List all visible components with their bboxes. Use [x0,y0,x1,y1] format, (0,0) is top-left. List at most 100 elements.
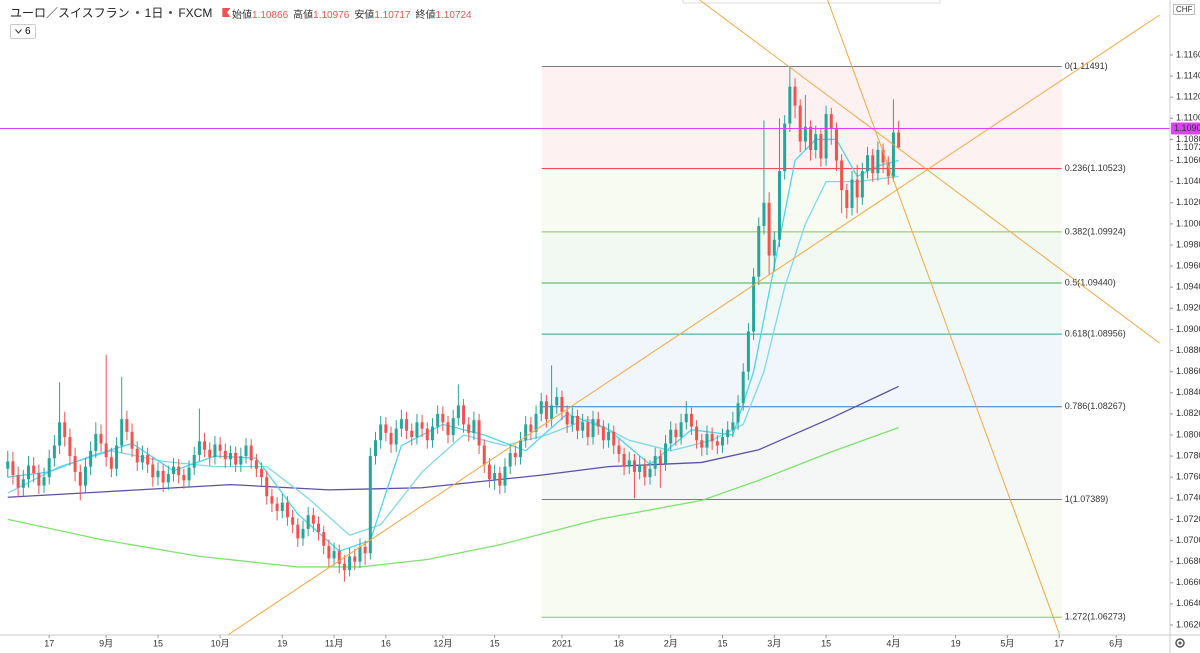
ohlc-item: 終値1.10724 [415,6,471,21]
x-tick-label: 17 [44,638,54,648]
candle-body [575,415,579,431]
candle-body [477,420,481,446]
symbol-header[interactable]: ユーロ／スイスフラン 1日 FXCM [10,4,231,21]
candle-body [291,517,295,525]
moving-average [7,426,899,568]
trend-line [227,14,1160,635]
candle-body [203,441,207,450]
flag-icon[interactable] [222,8,231,17]
y-tick-label: 1.11400 [1176,70,1200,80]
candle-body [322,532,326,546]
candle-body [327,545,331,559]
axes: 1.06200 1.06400 1.06600 1.06800 1.07000 1.072… [44,49,1200,648]
x-tick-label: 15 [153,638,163,648]
settings-icon[interactable] [1175,638,1185,648]
moving-average [7,385,899,498]
x-tick-label: 15 [718,638,728,648]
x-tick-label: 16 [381,638,391,648]
y-tick-label: 1.10200 [1176,197,1200,207]
candle-body [410,430,414,438]
candle-body [296,524,300,539]
y-tick-label: 1.06800 [1176,556,1200,566]
candle-body [529,424,533,432]
candle-body [94,433,98,451]
candle-body [695,426,699,441]
currency-label[interactable]: CHF [1173,4,1196,15]
interval: 1日 [144,6,164,20]
candle-body [788,86,792,124]
candle-body [503,466,507,486]
candle-body [430,426,434,441]
candle-body [705,433,709,448]
candle-body [166,474,170,483]
indicator-toggle[interactable]: 6 [10,24,36,39]
y-tick-label: 1.07600 [1176,472,1200,482]
candle-body [731,422,735,430]
candle-body [379,424,383,441]
candle-body [897,132,901,148]
candle-body [451,418,455,435]
candle-body [177,466,181,476]
candle-body [840,160,844,191]
candle-body [674,429,678,438]
candle-body [311,515,315,524]
x-tick-label: 19 [951,638,961,648]
candle-body [570,415,574,425]
dropdown-panel [682,0,941,4]
candle-body [513,452,517,458]
x-tick-label: 4月 [886,638,900,648]
candle-body [601,426,605,441]
candle-body [498,472,502,486]
chevron-path [15,29,22,34]
candle-body [21,479,25,488]
close-price-label: 1.10724 [1176,142,1200,152]
y-tick-label: 1.08000 [1176,429,1200,439]
settings-gear[interactable] [1175,638,1185,648]
trend-line [699,0,1160,344]
candle-body [270,496,274,504]
candle-body [881,149,885,163]
x-tick-label: 18 [614,638,624,648]
candle-body [358,546,362,562]
candle-body [260,468,264,478]
candle-body [244,445,248,457]
candle-body [151,464,155,478]
candle-body [249,445,253,461]
fib-level-label: 0.236(1.10523) [1065,163,1126,173]
candle-body [420,422,424,429]
chevron [15,29,22,34]
candle-body [487,464,491,480]
settings-gear-center[interactable] [1178,641,1182,645]
symbol: ユーロ／スイスフラン [10,6,130,20]
fib-level-label: 0.618(1.08956) [1065,328,1126,338]
candle-body [871,155,875,174]
candle-body [146,455,150,465]
candle-body [208,449,212,458]
candle-body [876,149,880,174]
y-tick-label: 1.10400 [1176,176,1200,186]
candle-body [109,457,113,469]
x-tick-label: 2月 [664,638,678,648]
separator [169,11,173,14]
x-tick-label: 2021 [552,638,572,648]
candle-body [793,86,797,106]
candle-body [524,424,528,441]
fib-band [541,282,1062,335]
candle-body [684,413,688,423]
candle-body [115,445,119,469]
candle-body [612,431,616,446]
candle-body [596,419,600,427]
candle-body [845,190,849,209]
candle-body [767,202,771,256]
fib-level-label: 0.382(1.09924) [1065,226,1126,236]
candle-body [508,452,512,467]
x-tick-label: 17 [1054,638,1064,648]
fib-band [541,168,1062,232]
candle-body [78,471,82,486]
y-tick-label: 1.07000 [1176,535,1200,545]
candle-body [555,396,559,406]
y-tick-label: 1.08200 [1176,408,1200,418]
candle-body [11,461,15,476]
candle-body [462,405,466,425]
